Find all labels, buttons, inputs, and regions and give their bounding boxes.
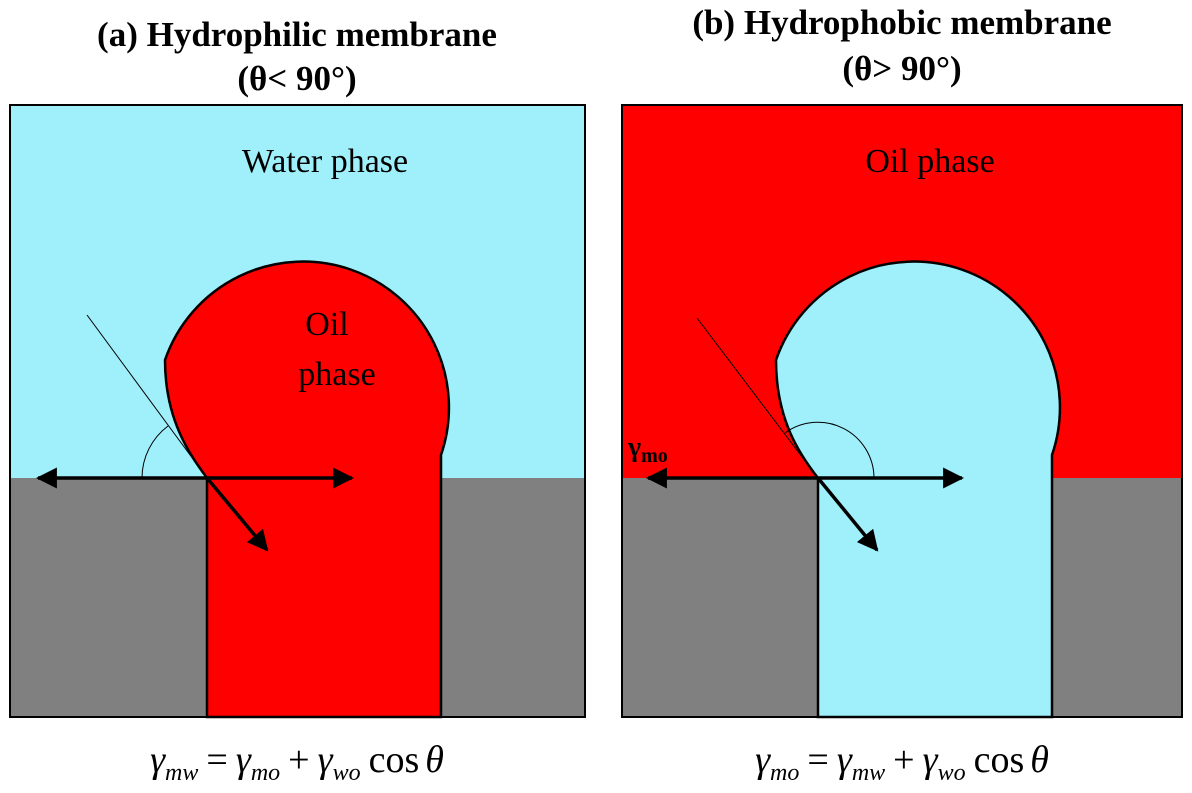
phase-label: Oil phase <box>865 143 994 180</box>
eq-symbol: γ <box>923 739 939 781</box>
eq-symbol: γ <box>755 739 771 781</box>
eq-op: = <box>807 739 828 781</box>
panel-title: (a) Hydrophilic membrane <box>97 15 497 54</box>
phase-label: phase <box>298 356 375 393</box>
eq-symbol: γ <box>236 739 252 781</box>
eq-sub: mw <box>852 760 885 786</box>
eq-sub: mo <box>770 760 799 786</box>
eq-symbol: γ <box>150 739 166 781</box>
diagram: (a) Hydrophilic membrane (θ< 90°) Water … <box>0 0 1192 793</box>
eq-sub: mw <box>165 760 198 786</box>
eq-op: cos <box>974 739 1025 781</box>
eq-op: cos <box>369 739 420 781</box>
panel-condition: (θ> 90°) <box>842 49 961 88</box>
eq-op: + <box>288 739 309 781</box>
eq-sub: mo <box>251 760 280 786</box>
force-sub: mo <box>641 445 668 467</box>
force-symbol: γ <box>627 432 641 463</box>
eq-symbol: θ <box>425 739 444 781</box>
eq-sub: wo <box>333 760 361 786</box>
phase-label: Water phase <box>242 143 408 180</box>
eq-op: = <box>206 739 227 781</box>
eq-op: + <box>893 739 914 781</box>
eq-symbol: γ <box>837 739 853 781</box>
eq-symbol: γ <box>318 739 334 781</box>
panel-condition: (θ< 90°) <box>237 59 356 98</box>
eq-symbol: θ <box>1030 739 1049 781</box>
phase-label: Oil <box>305 306 348 343</box>
water-droplet <box>776 262 1060 717</box>
eq-sub: wo <box>938 760 966 786</box>
panel-title: (b) Hydrophobic membrane <box>692 3 1111 42</box>
